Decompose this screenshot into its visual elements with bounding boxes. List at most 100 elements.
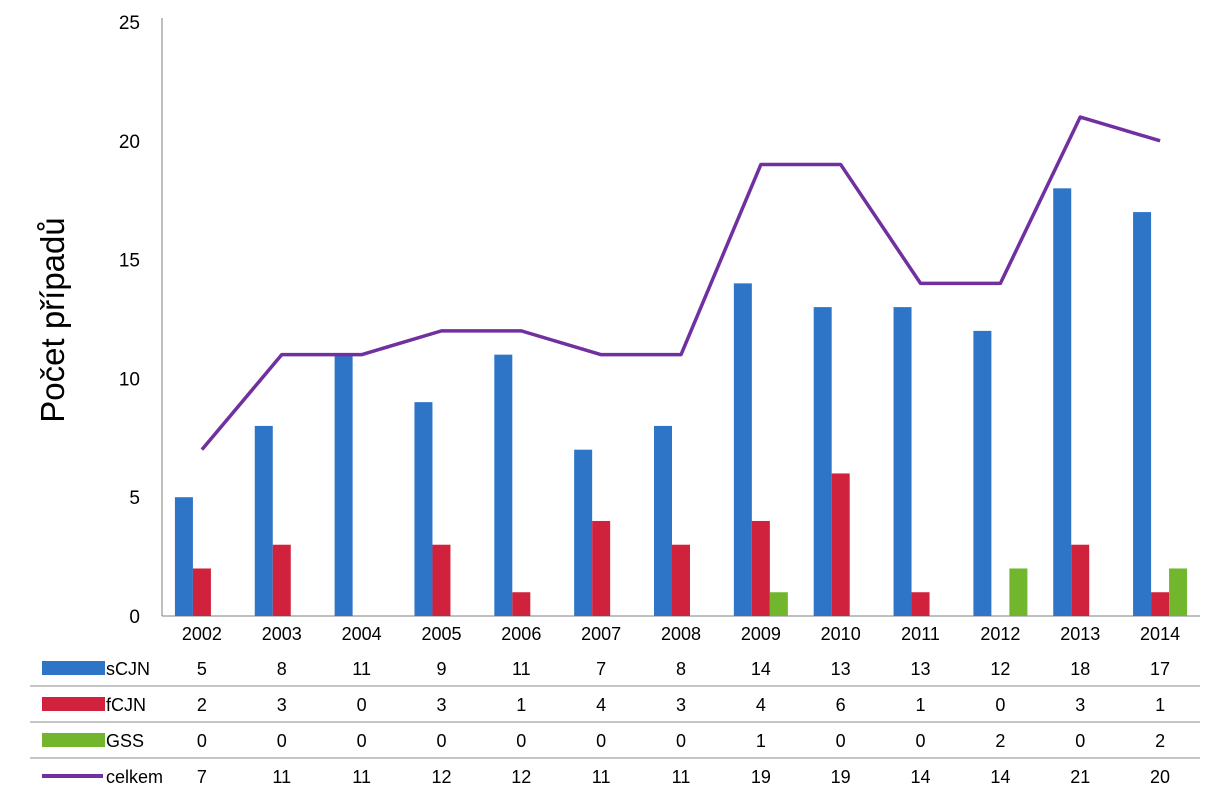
x-tick-label-2006: 2006: [501, 624, 541, 644]
data-label-fcjn-2011: 1: [916, 695, 926, 715]
data-label-celkem-2012: 14: [990, 767, 1010, 787]
bar-scjn-2014: [1133, 212, 1152, 616]
data-label-fcjn-2002: 2: [197, 695, 207, 715]
data-label-scjn-2010: 13: [831, 659, 851, 679]
legend-key-gss: [42, 733, 105, 747]
data-label-scjn-2011: 13: [911, 659, 931, 679]
legend-key-fcjn: [42, 697, 105, 711]
x-tick-label-2012: 2012: [980, 624, 1020, 644]
data-label-fcjn-2005: 3: [436, 695, 446, 715]
data-label-scjn-2014: 17: [1150, 659, 1170, 679]
data-label-gss-2012: 2: [995, 731, 1005, 751]
x-tick-label-2014: 2014: [1140, 624, 1180, 644]
legend-label-fcjn: fCJN: [106, 695, 146, 715]
data-label-scjn-2003: 8: [277, 659, 287, 679]
bar-gss-2009: [769, 592, 788, 616]
bars-layer: [174, 188, 1188, 616]
data-label-scjn-2012: 12: [990, 659, 1010, 679]
data-label-celkem-2007: 11: [592, 767, 611, 787]
data-label-scjn-2013: 18: [1070, 659, 1090, 679]
legend-key-scjn: [42, 661, 105, 675]
bar-fcjn-2013: [1071, 544, 1090, 616]
data-label-fcjn-2006: 1: [516, 695, 526, 715]
x-tick-label-2013: 2013: [1060, 624, 1100, 644]
x-tick-label-2011: 2011: [901, 624, 940, 644]
bar-gss-2012: [1009, 568, 1028, 616]
data-label-fcjn-2014: 1: [1155, 695, 1165, 715]
data-label-gss-2003: 0: [277, 731, 287, 751]
data-label-scjn-2002: 5: [197, 659, 207, 679]
data-label-gss-2010: 0: [836, 731, 846, 751]
data-label-celkem-2011: 14: [911, 767, 931, 787]
data-label-gss-2013: 0: [1075, 731, 1085, 751]
data-label-fcjn-2003: 3: [277, 695, 287, 715]
data-label-scjn-2007: 7: [596, 659, 606, 679]
bar-scjn-2011: [893, 307, 912, 616]
data-label-celkem-2008: 11: [672, 767, 691, 787]
x-tick-label-2010: 2010: [821, 624, 861, 644]
data-label-gss-2007: 0: [596, 731, 606, 751]
data-label-gss-2008: 0: [676, 731, 686, 751]
bar-fcjn-2005: [432, 544, 451, 616]
x-tick-label-2002: 2002: [182, 624, 222, 644]
y-tick-label: 5: [129, 488, 140, 509]
data-label-celkem-2006: 12: [511, 767, 531, 787]
bar-scjn-2013: [1053, 188, 1072, 616]
bar-scjn-2009: [733, 283, 752, 616]
data-label-gss-2014: 2: [1155, 731, 1165, 751]
bar-fcjn-2010: [831, 473, 850, 616]
y-axis-label: Počet případů: [34, 217, 71, 422]
data-label-scjn-2009: 14: [751, 659, 771, 679]
data-label-celkem-2009: 19: [751, 767, 771, 787]
data-label-fcjn-2009: 4: [756, 695, 766, 715]
bar-fcjn-2014: [1151, 592, 1170, 616]
bar-fcjn-2009: [751, 520, 770, 616]
bar-scjn-2012: [973, 330, 992, 616]
bar-fcjn-2006: [512, 592, 531, 616]
bar-scjn-2003: [254, 425, 273, 616]
bar-scjn-2006: [494, 354, 513, 616]
x-tick-label-2003: 2003: [262, 624, 302, 644]
data-label-celkem-2010: 19: [831, 767, 851, 787]
legend-label-scjn: sCJN: [106, 659, 150, 679]
data-label-fcjn-2010: 6: [836, 695, 846, 715]
data-label-celkem-2003: 11: [272, 767, 291, 787]
data-label-scjn-2008: 8: [676, 659, 686, 679]
y-tick-label: 10: [119, 369, 140, 390]
y-tick-label: 0: [129, 607, 140, 628]
data-label-celkem-2002: 7: [197, 767, 207, 787]
data-label-gss-2005: 0: [436, 731, 446, 751]
bar-scjn-2004: [334, 354, 353, 616]
data-label-scjn-2006: 11: [512, 659, 531, 679]
legend-label-gss: GSS: [106, 731, 144, 751]
data-label-gss-2006: 0: [516, 731, 526, 751]
x-tick-label-2007: 2007: [581, 624, 621, 644]
bar-fcjn-2008: [672, 544, 690, 616]
data-label-gss-2009: 1: [756, 731, 766, 751]
x-tick-label-2005: 2005: [421, 624, 461, 644]
y-tick-label: 15: [119, 251, 140, 272]
data-label-scjn-2005: 9: [436, 659, 446, 679]
bar-fcjn-2011: [911, 592, 930, 616]
x-tick-label-2009: 2009: [741, 624, 781, 644]
axis-layer: 0 5 10 15 20 25 2002 2003 2004 2005 2006 2007 2008 20…: [119, 13, 1200, 644]
data-label-gss-2004: 0: [357, 731, 367, 751]
bar-scjn-2008: [654, 425, 672, 616]
line-celkem: [200, 115, 1161, 451]
bar-fcjn-2007: [592, 520, 611, 616]
line-layer: [200, 115, 1161, 451]
legend-label-celkem: celkem: [106, 767, 163, 787]
bar-gss-2014: [1169, 568, 1188, 616]
data-label-scjn-2004: 11: [352, 659, 371, 679]
data-label-celkem-2004: 11: [352, 767, 371, 787]
data-label-fcjn-2013: 3: [1075, 695, 1085, 715]
data-label-fcjn-2008: 3: [676, 695, 686, 715]
bar-fcjn-2003: [272, 544, 291, 616]
bar-scjn-2010: [813, 307, 832, 616]
y-tick-label: 25: [119, 13, 140, 34]
y-tick-label: 20: [119, 132, 140, 153]
data-label-fcjn-2012: 0: [995, 695, 1005, 715]
bar-fcjn-2002: [192, 568, 211, 616]
